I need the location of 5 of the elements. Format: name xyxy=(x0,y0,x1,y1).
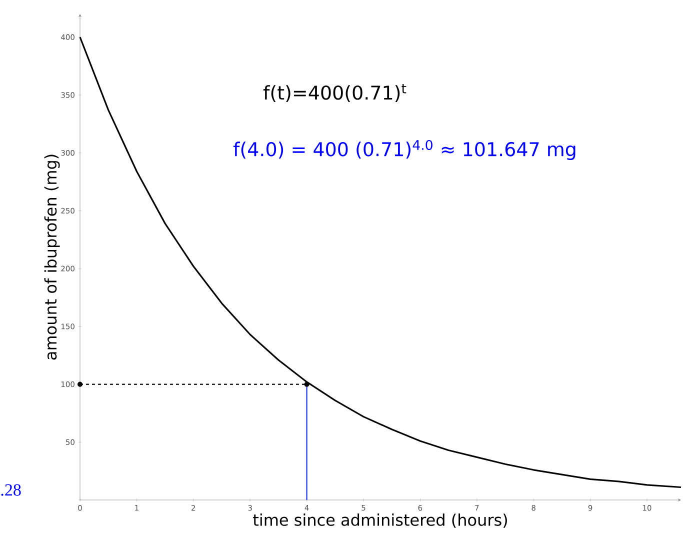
x-axis-title: time since administered (hours) xyxy=(253,514,507,528)
text: .28 xyxy=(1,484,21,496)
annotation: f(t)=400(0.71)$^{t}$ xyxy=(263,84,406,102)
annotation: f(4.0) = 400 (0.71)$^{4.0}$ ≈ 101.647 mg xyxy=(233,140,576,160)
y-axis-title: amount of ibuprofen (mg) xyxy=(44,154,60,360)
